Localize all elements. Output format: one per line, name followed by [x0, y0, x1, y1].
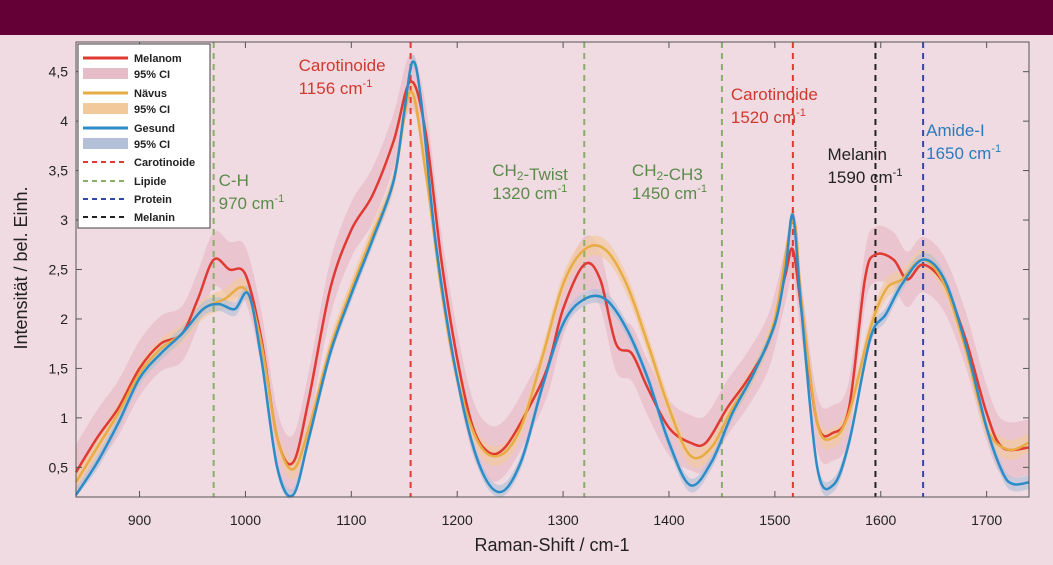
x-axis-ticks: 900 1000 1100 1200 1300 1400 1500 1600 1700	[128, 42, 1002, 528]
y-tick-label: 4	[60, 113, 68, 129]
annotation-text: 1320 cm-1	[492, 183, 567, 203]
annotation-protein-1640: Amide-I 1650 cm-1	[926, 121, 1001, 163]
annotation-text: 970 cm-1	[219, 193, 285, 213]
y-tick-label: 3,5	[49, 163, 69, 179]
ci-band-melanom	[76, 53, 1029, 497]
band-annotations: Carotinoide 1156 cm-1 Carotinoide 1520 cm-1…	[219, 56, 1002, 213]
series-line-naevus	[74, 90, 1030, 483]
confidence-bands	[76, 53, 1029, 499]
y-tick-label: 4,5	[49, 64, 69, 80]
x-tick-label: 1100	[336, 512, 366, 528]
legend: Melanom 95% CI Nävus 95% CI Gesund 95% C…	[77, 43, 211, 229]
series-line-gesund	[74, 60, 1030, 498]
header-band	[0, 0, 1053, 35]
spectrum-lines	[74, 60, 1030, 498]
legend-swatch-ci-gesund	[83, 138, 128, 149]
legend-label-melanom: Melanom	[134, 53, 182, 65]
legend-label-ci-naevus: 95% CI	[134, 104, 170, 116]
annotation-carotinoide-1156: Carotinoide 1156 cm-1	[299, 56, 386, 98]
y-tick-label: 1,5	[49, 360, 69, 376]
annotation-melanin-1595: Melanin 1590 cm-1	[827, 145, 902, 187]
y-tick-label: 3	[60, 212, 68, 228]
x-tick-label: 1600	[865, 512, 896, 528]
x-tick-label: 1200	[442, 512, 473, 528]
raman-spectrum-chart: 900 1000 1100 1200 1300 1400 1500 1600 1700 0,5 1…	[11, 41, 1030, 555]
x-tick-label: 1400	[653, 512, 684, 528]
annotation-text: 1156 cm-1	[299, 78, 373, 98]
legend-swatch-ci-melanom	[83, 68, 128, 79]
x-tick-label: 1700	[971, 512, 1002, 528]
legend-label-carotinoide: Carotinoide	[134, 157, 195, 169]
legend-swatch-ci-naevus	[83, 103, 128, 114]
band-markers	[212, 42, 925, 497]
legend-label-melanin: Melanin	[134, 212, 175, 224]
legend-label-ci-gesund: 95% CI	[134, 139, 170, 151]
y-tick-label: 0,5	[49, 459, 69, 475]
annotation-text: Amide-I	[926, 121, 985, 140]
legend-label-lipide: Lipide	[134, 176, 166, 188]
series-line-melanom	[74, 80, 1030, 473]
y-axis-ticks: 0,5 1 1,5 2 2,5 3 3,5 4 4,5	[49, 64, 1029, 475]
y-tick-label: 2,5	[49, 262, 69, 278]
legend-label-protein: Protein	[134, 194, 172, 206]
annotation-text: CH2-CH3	[632, 161, 703, 184]
annotation-text: 1450 cm-1	[632, 183, 707, 203]
legend-label-naevus: Nävus	[134, 88, 167, 100]
annotation-text: CH2-Twist	[492, 161, 568, 184]
annotation-carotinoide-1517: Carotinoide 1520 cm-1	[731, 85, 818, 127]
annotation-text: 1520 cm-1	[731, 107, 806, 127]
annotation-text: C-H	[219, 171, 249, 190]
annotation-text: Carotinoide	[299, 56, 386, 75]
annotation-lipide-970: C-H 970 cm-1	[219, 171, 285, 213]
legend-label-ci-melanom: 95% CI	[134, 69, 170, 81]
annotation-text: 1650 cm-1	[926, 143, 1001, 163]
x-tick-label: 1300	[548, 512, 579, 528]
x-tick-label: 1000	[230, 512, 261, 528]
annotation-text: Carotinoide	[731, 85, 818, 104]
y-tick-label: 1	[60, 410, 68, 426]
annotation-text: Melanin	[827, 145, 887, 164]
x-tick-label: 1500	[759, 512, 790, 528]
x-tick-label: 900	[128, 512, 152, 528]
x-axis-label: Raman-Shift / cm-1	[474, 535, 629, 555]
annotation-text: 1590 cm-1	[827, 167, 902, 187]
y-axis-label: Intensität / bel. Einh.	[11, 186, 31, 349]
legend-label-gesund: Gesund	[134, 123, 175, 135]
y-tick-label: 2	[60, 311, 68, 327]
